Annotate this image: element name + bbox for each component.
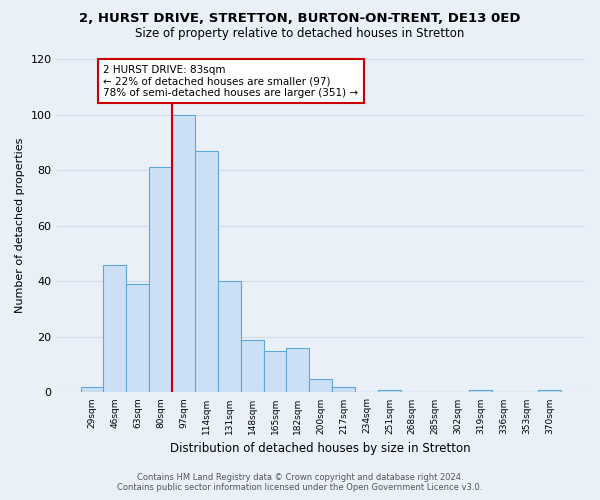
Text: Contains HM Land Registry data © Crown copyright and database right 2024.
Contai: Contains HM Land Registry data © Crown c…: [118, 473, 482, 492]
Bar: [127, 284, 149, 393]
Bar: [149, 168, 172, 392]
Bar: [310, 378, 332, 392]
Bar: [332, 387, 355, 392]
Bar: [286, 348, 310, 393]
X-axis label: Distribution of detached houses by size in Stretton: Distribution of detached houses by size …: [170, 442, 471, 455]
Text: 2, HURST DRIVE, STRETTON, BURTON-ON-TRENT, DE13 0ED: 2, HURST DRIVE, STRETTON, BURTON-ON-TREN…: [79, 12, 521, 26]
Bar: [103, 264, 127, 392]
Bar: [195, 150, 218, 392]
Bar: [469, 390, 493, 392]
Y-axis label: Number of detached properties: Number of detached properties: [15, 138, 25, 314]
Text: 2 HURST DRIVE: 83sqm
← 22% of detached houses are smaller (97)
78% of semi-detac: 2 HURST DRIVE: 83sqm ← 22% of detached h…: [103, 64, 359, 98]
Bar: [263, 351, 286, 393]
Bar: [538, 390, 561, 392]
Bar: [241, 340, 263, 392]
Text: Size of property relative to detached houses in Stretton: Size of property relative to detached ho…: [136, 28, 464, 40]
Bar: [172, 114, 195, 392]
Bar: [378, 390, 401, 392]
Bar: [80, 387, 103, 392]
Bar: [218, 282, 241, 393]
